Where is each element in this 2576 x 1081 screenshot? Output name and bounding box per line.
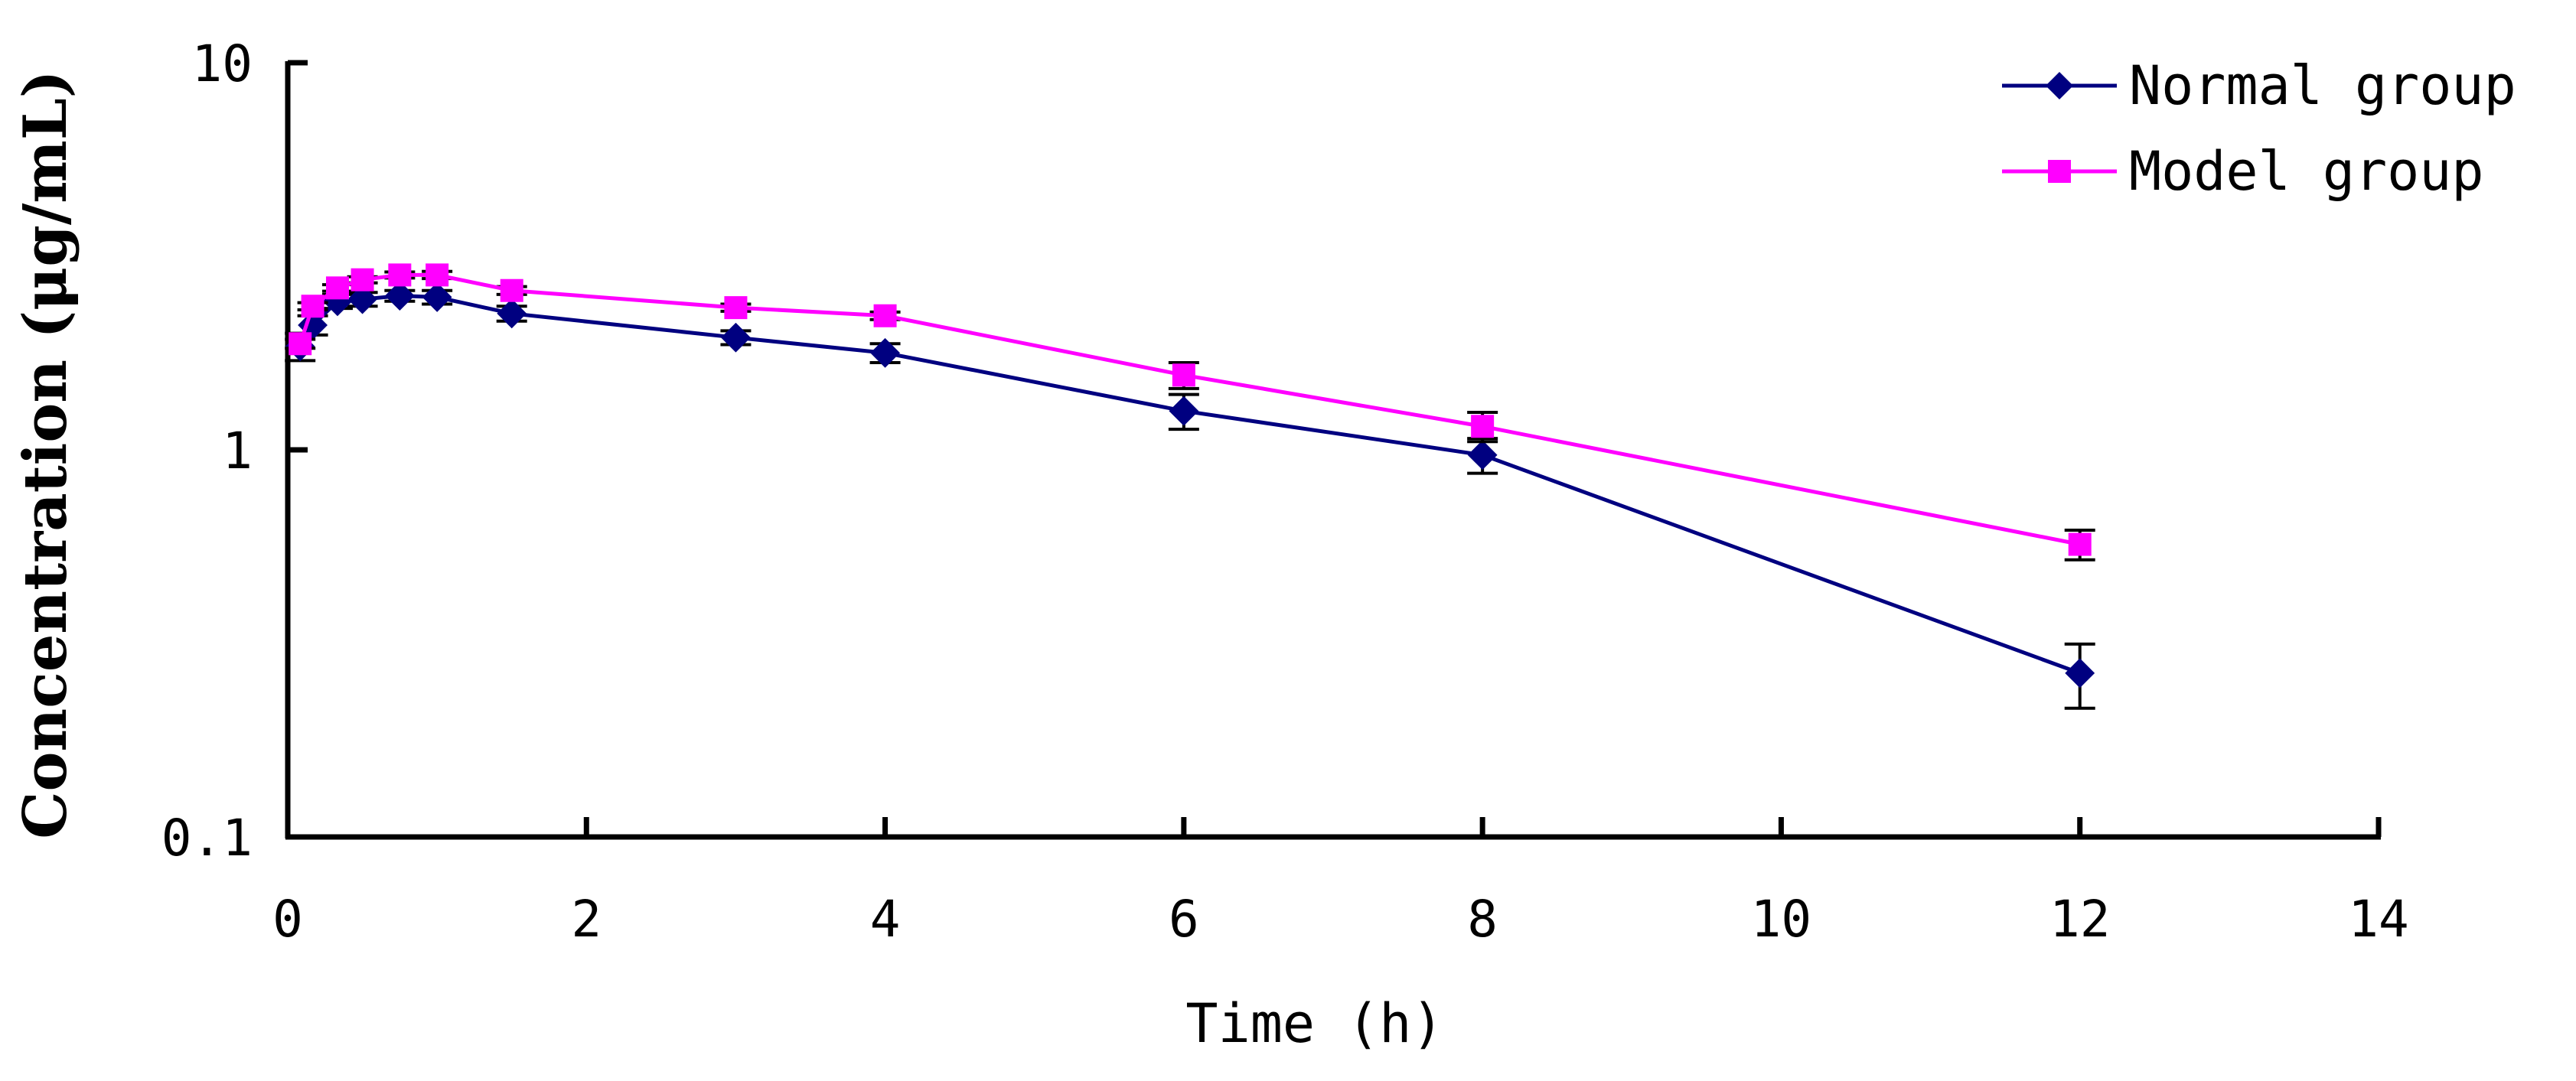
data-point-diamond	[497, 298, 527, 329]
x-tick-label: 0	[272, 890, 303, 949]
data-point-diamond	[384, 281, 415, 311]
axes-group: 0 2 4 6 8 10 12 14 0.1 1 10	[161, 34, 2409, 949]
data-point-diamond	[2065, 658, 2095, 689]
series-line	[298, 294, 2081, 676]
y-tick-label: 0.1	[161, 809, 253, 868]
data-point-diamond	[1169, 396, 1199, 426]
data-point-diamond	[422, 282, 452, 312]
data-point-square	[351, 268, 374, 291]
data-point-diamond	[347, 284, 377, 314]
legend-entry: Model group	[2002, 140, 2484, 203]
data-point-square	[500, 278, 523, 302]
data-point-square	[1172, 363, 1195, 387]
data-point-diamond	[721, 322, 751, 353]
y-axis-title: Concentration (μg/mL)	[11, 70, 80, 838]
legend-label: Model group	[2129, 140, 2484, 203]
legend: Normal group Model group	[2002, 54, 2516, 203]
x-tick-label: 2	[571, 890, 602, 949]
data-point-square	[426, 263, 449, 287]
data-point-square	[1471, 415, 1495, 438]
data-point-square	[388, 263, 412, 287]
y-tick-label: 10	[192, 34, 253, 93]
legend-marker-square	[2048, 160, 2071, 183]
x-tick-label: 12	[2049, 890, 2110, 949]
legend-marker-diamond	[2046, 72, 2073, 99]
x-tick-label: 14	[2348, 890, 2408, 949]
x-tick-label: 8	[1467, 890, 1498, 949]
x-tick-label: 6	[1169, 890, 1199, 949]
x-axis-title: Time (h)	[1185, 992, 1443, 1055]
data-point-square	[325, 276, 349, 300]
data-point-diamond	[1467, 440, 1498, 470]
data-point-square	[289, 332, 312, 356]
series-group	[285, 263, 2095, 710]
data-point-square	[724, 296, 748, 320]
y-tick-label: 1	[222, 422, 253, 480]
legend-label: Normal group	[2129, 54, 2516, 117]
legend-entry: Normal group	[2002, 54, 2516, 117]
data-point-square	[301, 295, 324, 318]
data-point-square	[2068, 532, 2092, 556]
data-point-square	[873, 304, 897, 327]
x-tick-label: 10	[1751, 890, 1811, 949]
x-tick-label: 4	[870, 890, 901, 949]
data-point-diamond	[870, 337, 900, 368]
series-model-group	[285, 263, 2095, 562]
